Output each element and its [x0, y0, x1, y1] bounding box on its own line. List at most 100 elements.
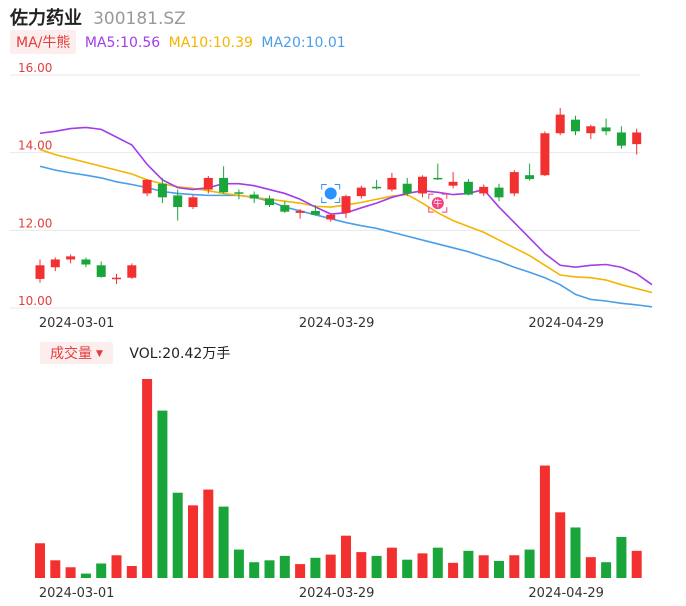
buy-marker[interactable] — [321, 183, 341, 203]
volume-bar[interactable] — [295, 564, 306, 578]
ma-legend: MA/牛熊 MA5:10.56 MA10:10.39 MA20:10.01 — [10, 30, 346, 54]
volume-bar[interactable] — [96, 563, 107, 578]
candle[interactable] — [341, 194, 351, 218]
candle[interactable] — [616, 126, 626, 149]
volume-bar[interactable] — [555, 512, 566, 578]
candle[interactable] — [479, 184, 489, 197]
candle[interactable] — [249, 191, 259, 204]
bull-marker[interactable]: 牛 — [428, 193, 448, 213]
stock-header: 佐力药业 300181.SZ — [10, 4, 186, 30]
volume-bar[interactable] — [631, 550, 642, 578]
volume-bar[interactable] — [264, 560, 275, 578]
volume-legend: 成交量 ▼ VOL:20.42万手 — [40, 342, 230, 364]
candle[interactable] — [81, 257, 91, 268]
volume-bar[interactable] — [188, 505, 198, 578]
candle[interactable] — [356, 185, 366, 199]
date-tick-label: 2024-04-29 — [528, 316, 604, 331]
candle[interactable] — [433, 163, 443, 180]
candle[interactable] — [555, 108, 565, 136]
volume-bar[interactable] — [417, 553, 428, 578]
volume-bar[interactable] — [341, 535, 351, 578]
candle[interactable] — [96, 261, 106, 278]
candle[interactable] — [188, 195, 198, 209]
volume-bar[interactable] — [80, 573, 91, 578]
candle[interactable] — [142, 179, 152, 197]
candle[interactable] — [571, 115, 580, 136]
candle[interactable] — [295, 208, 305, 219]
candle[interactable] — [219, 166, 229, 194]
volume-bar[interactable] — [601, 562, 612, 578]
candle[interactable] — [463, 179, 473, 196]
candle[interactable] — [540, 131, 550, 176]
volume-bar[interactable] — [585, 557, 596, 578]
volume-bar[interactable] — [233, 549, 244, 578]
candle[interactable] — [387, 172, 397, 192]
volume-bar[interactable] — [65, 567, 76, 578]
caret-down-icon: ▼ — [96, 349, 103, 359]
candle[interactable] — [265, 195, 274, 208]
candle[interactable] — [326, 214, 336, 222]
volume-bar[interactable] — [356, 552, 367, 578]
candle[interactable] — [448, 172, 458, 189]
candle[interactable] — [66, 254, 76, 264]
volume-bar[interactable] — [524, 549, 535, 578]
candle[interactable] — [494, 183, 504, 202]
bull-marker-label: 牛 — [433, 198, 442, 210]
candle[interactable] — [310, 205, 320, 216]
candle[interactable] — [509, 170, 519, 197]
volume-bar[interactable] — [310, 557, 321, 578]
ma-indicator-toggle[interactable]: MA/牛熊 — [10, 30, 77, 54]
volume-bar[interactable] — [478, 555, 489, 578]
price-tick-label: 10.00 — [18, 294, 52, 308]
candle[interactable] — [203, 175, 213, 194]
candle[interactable] — [418, 175, 427, 198]
volume-indicator-toggle[interactable]: 成交量 ▼ — [40, 342, 113, 364]
volume-bar[interactable] — [432, 547, 443, 578]
volume-bar[interactable] — [50, 560, 61, 578]
candle[interactable] — [280, 201, 290, 213]
date-tick-label: 2024-03-01 — [39, 316, 115, 331]
date-tick-label: 2024-03-29 — [299, 316, 375, 331]
volume-bar[interactable] — [616, 536, 627, 578]
volume-bar[interactable] — [386, 547, 397, 578]
volume-bar[interactable] — [463, 550, 474, 578]
candle[interactable] — [632, 128, 642, 155]
candle[interactable] — [127, 263, 137, 279]
candle[interactable] — [173, 189, 183, 221]
candle[interactable] — [157, 177, 167, 204]
candle[interactable] — [372, 179, 382, 190]
candle[interactable] — [112, 273, 121, 284]
volume-bar[interactable] — [142, 379, 153, 578]
volume-bar[interactable] — [448, 562, 459, 578]
volume-bar[interactable] — [371, 555, 382, 578]
volume-bar[interactable] — [157, 410, 168, 578]
volume-bar[interactable] — [539, 465, 550, 578]
candle[interactable] — [50, 257, 60, 272]
candle[interactable] — [525, 163, 535, 181]
price-chart[interactable]: 16.00 14.00 12.00 10.00 2024-03-01 2024-03-29… — [0, 0, 686, 340]
volume-bar[interactable] — [218, 506, 229, 578]
volume-bar[interactable] — [494, 560, 504, 578]
volume-bar[interactable] — [570, 527, 581, 578]
date-tick-label: 2024-03-01 — [39, 586, 115, 601]
candle[interactable] — [586, 124, 596, 140]
date-tick-label: 2024-03-29 — [299, 586, 375, 601]
volume-bar[interactable] — [126, 565, 137, 578]
volume-value: VOL:20.42万手 — [129, 346, 231, 362]
volume-bar[interactable] — [203, 489, 214, 578]
volume-bar[interactable] — [111, 555, 122, 578]
volume-bar[interactable] — [279, 555, 290, 578]
volume-bar[interactable] — [172, 492, 183, 578]
volume-bar[interactable] — [509, 555, 520, 578]
volume-bar[interactable] — [325, 554, 336, 578]
candle[interactable] — [35, 259, 45, 283]
volume-bar[interactable] — [35, 543, 45, 578]
volume-bar[interactable] — [402, 559, 413, 578]
volume-bar[interactable] — [249, 562, 260, 578]
candle[interactable] — [234, 189, 244, 200]
ma5-value: MA5:10.56 — [84, 35, 161, 51]
date-tick-label: 2024-04-29 — [528, 586, 604, 601]
candle[interactable] — [402, 177, 412, 197]
ma20-line — [39, 165, 653, 308]
candle[interactable] — [601, 118, 611, 136]
